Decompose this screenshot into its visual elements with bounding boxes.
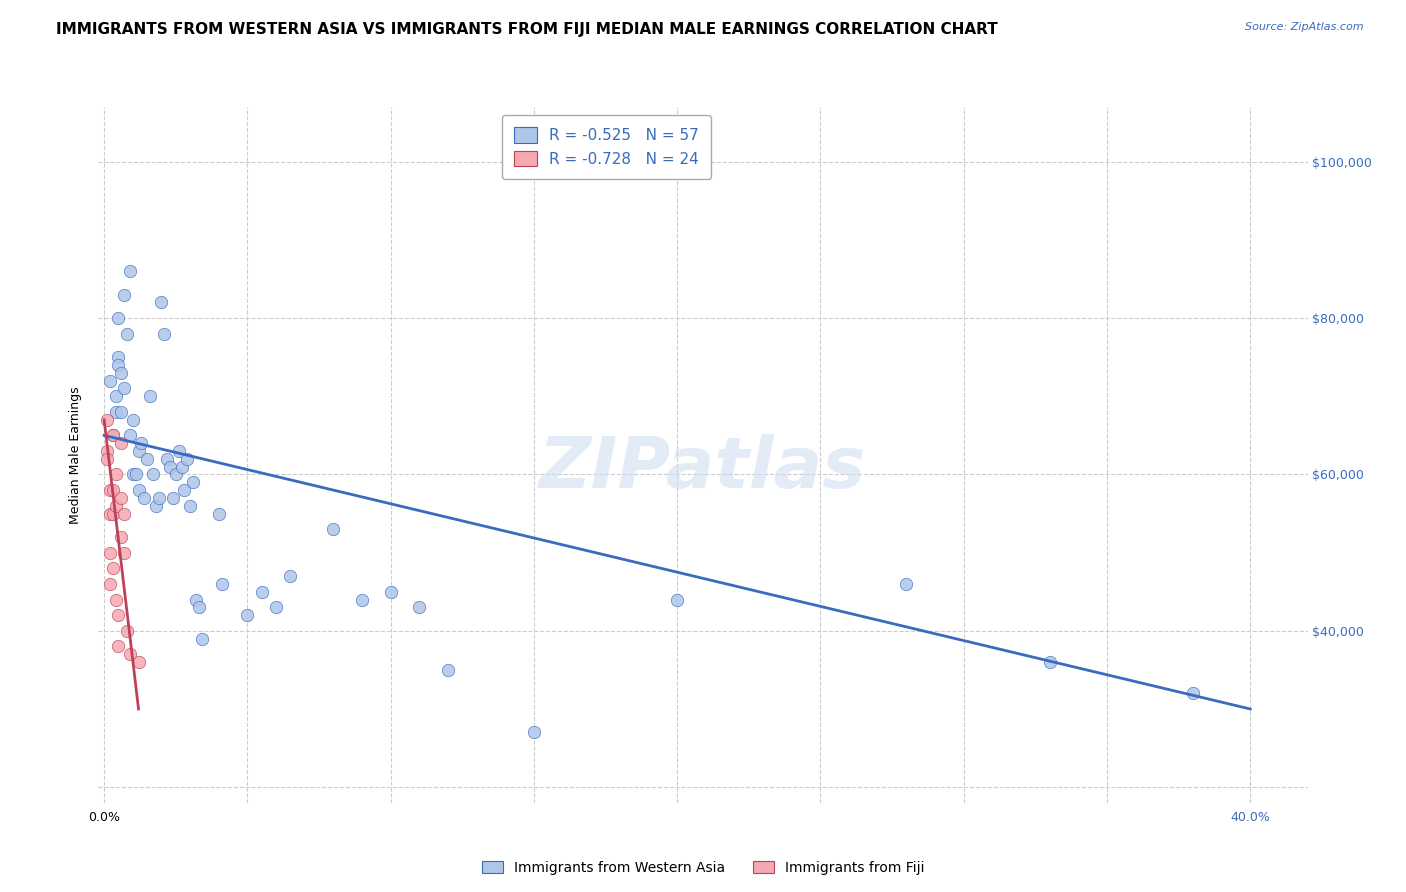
Point	[121, 467, 143, 482]
Point	[110, 366, 132, 380]
Y-axis label: Median Male Earnings: Median Male Earnings	[69, 386, 83, 524]
Point	[96, 451, 118, 466]
Point	[131, 436, 153, 450]
Point	[101, 428, 124, 442]
Point	[153, 326, 176, 341]
Point	[101, 561, 124, 575]
Point	[104, 389, 127, 403]
Point	[408, 600, 430, 615]
Point	[118, 264, 141, 278]
Text: ZIPatlas: ZIPatlas	[540, 434, 866, 503]
Point	[104, 467, 127, 482]
Point	[98, 507, 121, 521]
Text: IMMIGRANTS FROM WESTERN ASIA VS IMMIGRANTS FROM FIJI MEDIAN MALE EARNINGS CORREL: IMMIGRANTS FROM WESTERN ASIA VS IMMIGRAN…	[56, 22, 998, 37]
Legend: R = -0.525   N = 57, R = -0.728   N = 24: R = -0.525 N = 57, R = -0.728 N = 24	[502, 115, 711, 178]
Point	[181, 475, 204, 490]
Point	[173, 483, 195, 497]
Point	[98, 577, 121, 591]
Point	[1039, 655, 1062, 669]
Point	[1181, 686, 1204, 700]
Point	[98, 483, 121, 497]
Point	[96, 413, 118, 427]
Point	[107, 608, 129, 623]
Point	[124, 467, 146, 482]
Point	[896, 577, 918, 591]
Text: 0.0%: 0.0%	[89, 811, 120, 823]
Point	[112, 287, 135, 301]
Legend: Immigrants from Western Asia, Immigrants from Fiji: Immigrants from Western Asia, Immigrants…	[477, 855, 929, 880]
Point	[523, 725, 546, 739]
Point	[350, 592, 373, 607]
Point	[170, 459, 193, 474]
Point	[112, 546, 135, 560]
Point	[107, 358, 129, 372]
Point	[128, 655, 150, 669]
Point	[159, 459, 181, 474]
Point	[380, 584, 402, 599]
Point	[110, 491, 132, 505]
Point	[184, 592, 207, 607]
Point	[98, 374, 121, 388]
Point	[437, 663, 460, 677]
Point	[121, 413, 143, 427]
Point	[104, 499, 127, 513]
Point	[162, 491, 184, 505]
Point	[211, 577, 233, 591]
Point	[142, 467, 165, 482]
Point	[107, 311, 129, 326]
Point	[128, 483, 150, 497]
Point	[112, 382, 135, 396]
Point	[115, 326, 138, 341]
Point	[115, 624, 138, 638]
Point	[165, 467, 187, 482]
Point	[322, 522, 344, 536]
Point	[148, 491, 170, 505]
Point	[110, 405, 132, 419]
Point	[167, 444, 190, 458]
Point	[101, 428, 124, 442]
Point	[139, 389, 162, 403]
Point	[118, 647, 141, 661]
Point	[118, 428, 141, 442]
Point	[101, 483, 124, 497]
Point	[145, 499, 167, 513]
Point	[110, 436, 132, 450]
Point	[250, 584, 273, 599]
Point	[236, 608, 259, 623]
Point	[187, 600, 209, 615]
Point	[179, 499, 201, 513]
Point	[134, 491, 156, 505]
Point	[208, 507, 231, 521]
Point	[107, 640, 129, 654]
Point	[110, 530, 132, 544]
Point	[150, 295, 173, 310]
Point	[96, 444, 118, 458]
Point	[176, 451, 198, 466]
Point	[128, 444, 150, 458]
Point	[136, 451, 159, 466]
Point	[101, 507, 124, 521]
Point	[104, 592, 127, 607]
Text: 40.0%: 40.0%	[1230, 811, 1270, 823]
Point	[666, 592, 689, 607]
Point	[104, 405, 127, 419]
Point	[107, 350, 129, 364]
Point	[280, 569, 302, 583]
Point	[98, 546, 121, 560]
Point	[156, 451, 179, 466]
Point	[112, 507, 135, 521]
Text: Source: ZipAtlas.com: Source: ZipAtlas.com	[1246, 22, 1364, 32]
Point	[190, 632, 212, 646]
Point	[264, 600, 287, 615]
